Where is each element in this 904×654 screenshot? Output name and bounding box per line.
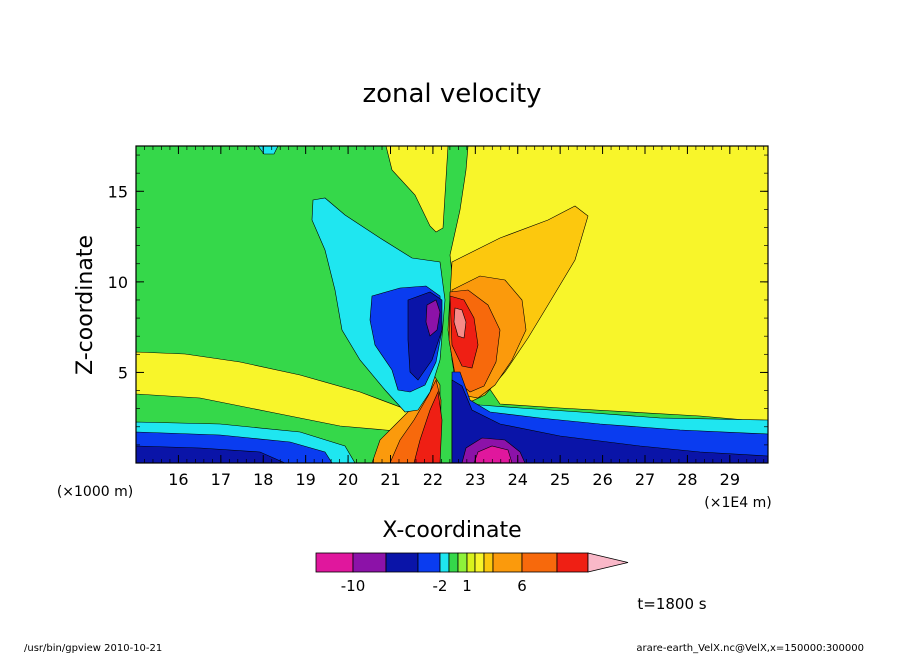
contour-darkblue-left <box>136 445 286 463</box>
footer-left: /usr/bin/gpview 2010-10-21 <box>24 643 162 654</box>
x-tick-label: 20 <box>338 470 358 489</box>
x-axis-label: X-coordinate <box>382 518 521 543</box>
chart-title: zonal velocity <box>362 79 541 109</box>
colorbar-segment <box>352 552 387 573</box>
x-tick-label: 23 <box>465 470 485 489</box>
colorbar-labels: -10 -2 1 6 <box>341 577 527 595</box>
x-axis-ticks: 16 17 18 19 20 21 22 23 24 25 26 27 28 29 <box>135 146 765 489</box>
colorbar-segment <box>483 552 494 573</box>
colorbar-label: 6 <box>517 577 527 595</box>
colorbar <box>315 552 629 573</box>
time-label: t=1800 s <box>637 595 706 613</box>
colorbar-segment <box>474 552 485 573</box>
x-tick-label: 17 <box>211 470 231 489</box>
x-tick-label: 24 <box>508 470 528 489</box>
z-tick-label: 5 <box>118 363 128 382</box>
x-tick-label: 18 <box>253 470 273 489</box>
contour-plot-area <box>136 146 768 463</box>
x-tick-label: 22 <box>423 470 443 489</box>
colorbar-segment <box>492 552 523 573</box>
contour-pink-max <box>453 307 467 339</box>
x-tick-label: 29 <box>720 470 740 489</box>
colorbar-segment <box>385 552 419 573</box>
x-tick-label: 16 <box>168 470 188 489</box>
colorbar-arrow <box>587 552 629 573</box>
plot-frame <box>135 145 769 464</box>
colorbar-segment <box>457 552 468 573</box>
colorbar-segment <box>417 552 441 573</box>
z-axis-ticks: 5 10 15 <box>108 154 768 446</box>
colorbar-segment <box>448 552 459 573</box>
colorbar-segment <box>556 552 589 573</box>
x-tick-label: 19 <box>295 470 315 489</box>
colorbar-label: -2 <box>433 577 448 595</box>
x-unit-label: (×1E4 m) <box>704 495 771 511</box>
contour-darkblue-east <box>451 379 768 463</box>
x-tick-label: 26 <box>592 470 612 489</box>
contour-red-lower <box>413 390 443 463</box>
colorbar-segment <box>466 552 476 573</box>
footer-right: arare-earth_VelX.nc@VelX,x=150000:300000 <box>636 643 864 654</box>
z-tick-label: 15 <box>108 182 128 201</box>
colorbar-label: 1 <box>462 577 472 595</box>
x-tick-label: 25 <box>550 470 570 489</box>
colorbar-label: -10 <box>341 577 366 595</box>
x-tick-label: 21 <box>380 470 400 489</box>
x-tick-label: 27 <box>635 470 655 489</box>
colorbar-segment <box>315 552 354 573</box>
z-axis-label: Z-coordinate <box>73 235 98 375</box>
colorbar-segment <box>439 552 450 573</box>
contour-purple-min <box>425 299 441 337</box>
x-tick-label: 28 <box>677 470 697 489</box>
colorbar-segment <box>521 552 558 573</box>
contour-yellow-top <box>385 146 449 233</box>
z-unit-label: (×1000 m) <box>57 484 133 500</box>
contour-magenta-east <box>473 445 513 463</box>
z-tick-label: 10 <box>108 273 128 292</box>
